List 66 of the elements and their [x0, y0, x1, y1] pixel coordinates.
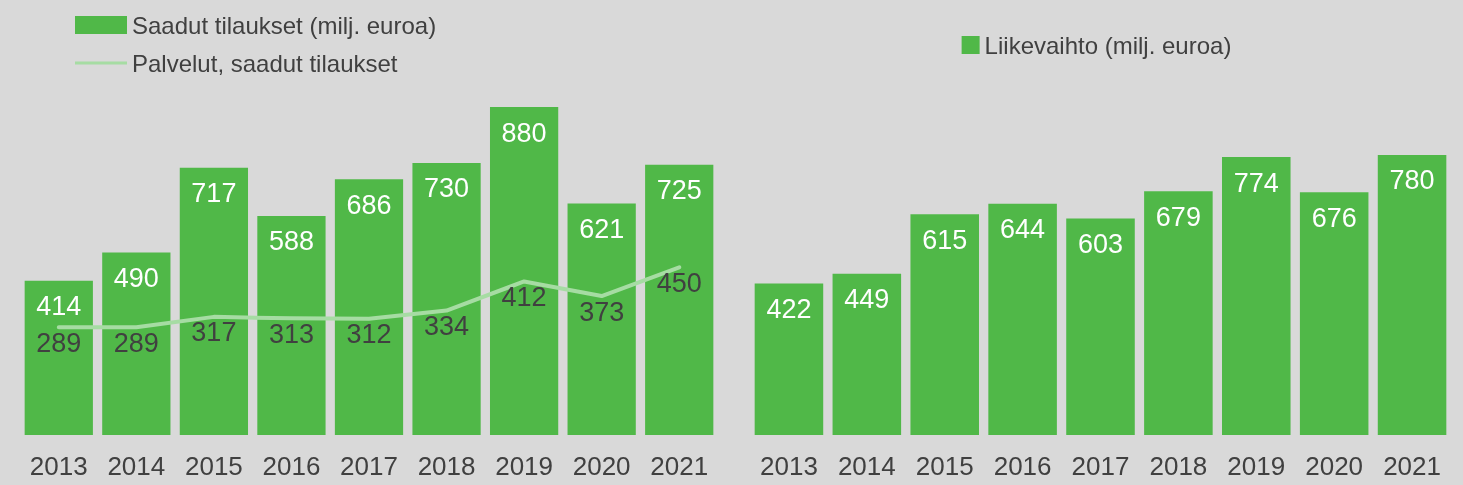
data-label: 730 [424, 173, 470, 204]
bar [1066, 218, 1135, 435]
data-label: 644 [1000, 214, 1046, 245]
bar [754, 283, 824, 435]
x-tick-label: 2019 [495, 451, 554, 481]
data-label: 450 [656, 267, 702, 298]
x-tick-label: 2013 [29, 451, 88, 481]
x-tick-label: 2015 [915, 451, 974, 481]
bar [412, 162, 481, 435]
data-label: 615 [922, 224, 968, 255]
data-label: 603 [1077, 228, 1124, 259]
bar [257, 215, 326, 435]
bar [179, 167, 249, 435]
x-tick-label: 2021 [650, 451, 709, 481]
x-tick-label: 2018 [1149, 451, 1208, 481]
x-tick-label: 2020 [572, 451, 631, 481]
data-label: 780 [1389, 165, 1435, 196]
bar [645, 164, 714, 435]
x-tick-label: 2017 [1071, 451, 1130, 481]
data-label: 422 [766, 293, 812, 324]
bar [24, 280, 93, 435]
x-tick-label: 2017 [340, 451, 398, 481]
x-tick-label: 2014 [837, 451, 896, 481]
data-label: 679 [1155, 201, 1201, 232]
bar [489, 107, 559, 435]
data-label: 490 [113, 262, 159, 293]
bar [567, 203, 636, 435]
data-label: 414 [36, 291, 82, 322]
data-label: 289 [36, 327, 82, 358]
data-label: 686 [346, 189, 392, 220]
x-tick-label: 2016 [993, 451, 1052, 481]
data-label: 373 [579, 296, 625, 327]
bar [1144, 191, 1213, 435]
data-label: 725 [656, 175, 702, 206]
bar [832, 273, 902, 435]
x-tick-label: 2013 [760, 451, 818, 481]
x-tick-label: 2015 [184, 451, 243, 481]
data-label: 676 [1311, 202, 1357, 233]
legend-label: Palvelut, saadut tilaukset [132, 49, 398, 77]
data-label: 880 [501, 117, 547, 148]
legend-label: Liikevaihto (milj. euroa) [984, 31, 1232, 59]
bar [102, 252, 171, 435]
data-label: 313 [268, 318, 314, 349]
data-label: 289 [113, 327, 159, 358]
data-label: 774 [1233, 167, 1279, 198]
x-tick-label: 2020 [1305, 451, 1364, 481]
x-tick-label: 2016 [262, 451, 321, 481]
data-label: 412 [501, 281, 547, 312]
data-label: 621 [579, 214, 625, 245]
data-label: 588 [268, 226, 314, 257]
bar [1222, 157, 1291, 435]
x-tick-label: 2021 [1383, 451, 1441, 481]
bar [910, 214, 979, 435]
bar [988, 203, 1057, 435]
x-tick-label: 2019 [1227, 451, 1286, 481]
data-label: 312 [346, 319, 392, 350]
bar [1299, 192, 1369, 435]
legend-label: Saadut tilaukset (milj. euroa) [132, 11, 437, 39]
data-label: 334 [424, 311, 470, 342]
data-label: 317 [191, 317, 237, 348]
bar [334, 179, 404, 435]
x-tick-label: 2018 [417, 451, 476, 481]
data-label: 449 [844, 284, 890, 315]
bar [1377, 154, 1447, 435]
data-label: 717 [191, 178, 237, 209]
x-tick-label: 2014 [107, 451, 166, 481]
